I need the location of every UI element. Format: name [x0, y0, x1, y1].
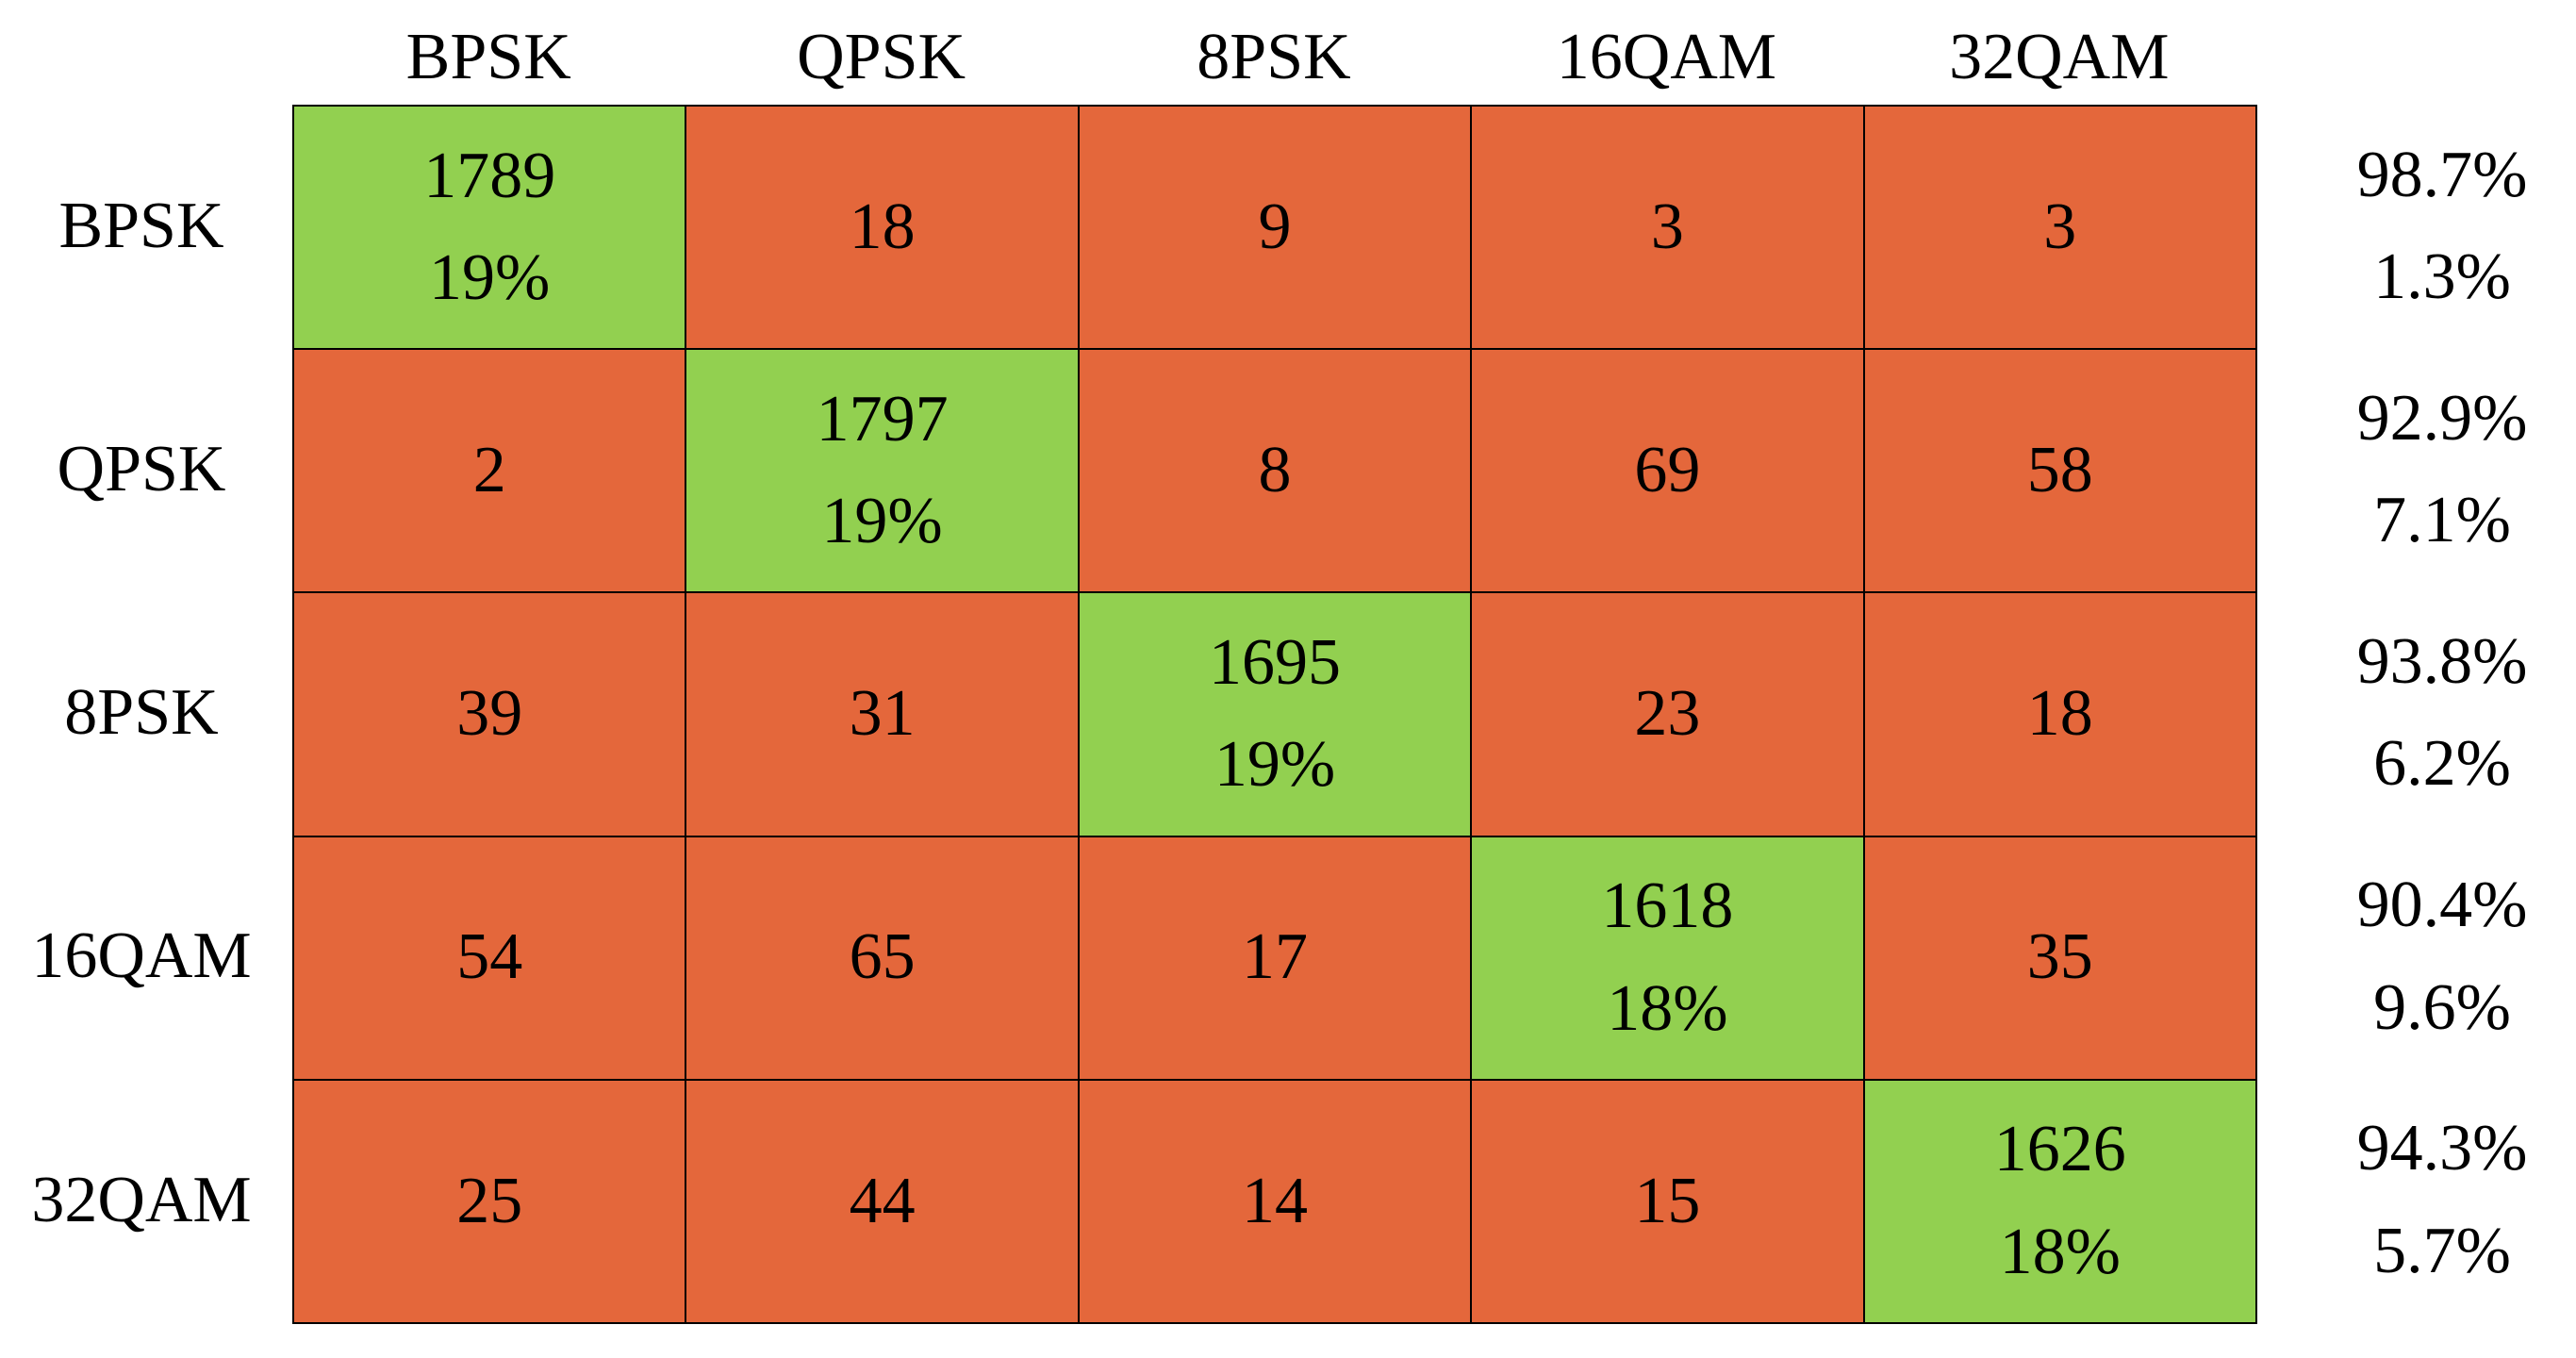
row-label: 8PSK — [64, 676, 219, 750]
cell: 18 — [685, 105, 1080, 351]
error-rate: 5.7% — [2373, 1214, 2511, 1287]
cell-count: 31 — [849, 677, 916, 751]
cell-count: 1626 — [1993, 1113, 2126, 1186]
column-header: 16QAM — [1470, 19, 1862, 96]
cell: 69 — [1470, 348, 1865, 594]
cell: 44 — [685, 1078, 1080, 1324]
cell-share: 19% — [429, 241, 551, 315]
diagonal-cell: 1695 19% — [1077, 591, 1473, 837]
row-header: BPSK — [0, 105, 283, 348]
cell: 39 — [292, 591, 687, 837]
row-header: 32QAM — [0, 1079, 283, 1322]
cell: 31 — [685, 591, 1080, 837]
diagonal-cell: 1618 18% — [1470, 835, 1865, 1081]
row-summary: 94.3% 5.7% — [2282, 1079, 2576, 1322]
cell-share: 19% — [1214, 728, 1336, 802]
cell-count: 18 — [849, 190, 916, 263]
cell-count: 1695 — [1208, 625, 1341, 699]
cell: 18 — [1862, 591, 2257, 837]
diagonal-cell: 1789 19% — [292, 105, 687, 351]
cell-count: 25 — [456, 1164, 523, 1237]
cell: 65 — [685, 835, 1080, 1081]
cell-count: 35 — [2026, 920, 2093, 994]
cell: 23 — [1470, 591, 1865, 837]
error-rate: 1.3% — [2373, 240, 2511, 314]
row-label: 16QAM — [31, 919, 252, 993]
row-summary: 92.9% 7.1% — [2282, 348, 2576, 591]
error-rate: 9.6% — [2373, 970, 2511, 1044]
column-header: QPSK — [685, 19, 1077, 96]
diagonal-cell: 1626 18% — [1862, 1078, 2257, 1324]
cell: 54 — [292, 835, 687, 1081]
cell: 15 — [1470, 1078, 1865, 1324]
cell-count: 44 — [849, 1164, 916, 1237]
cell: 35 — [1862, 835, 2257, 1081]
column-header: 8PSK — [1078, 19, 1470, 96]
column-label: BPSK — [405, 20, 571, 93]
row-summary: 93.8% 6.2% — [2282, 591, 2576, 835]
row-label: QPSK — [57, 433, 226, 506]
cell-share: 18% — [1999, 1215, 2121, 1288]
cell: 17 — [1077, 835, 1473, 1081]
cell: 3 — [1470, 105, 1865, 351]
cell-count: 1797 — [816, 382, 949, 455]
cell-count: 23 — [1634, 677, 1701, 751]
cell: 14 — [1077, 1078, 1473, 1324]
accuracy: 90.4% — [2356, 869, 2528, 942]
cell-count: 1618 — [1601, 869, 1734, 943]
cell-count: 15 — [1634, 1164, 1701, 1237]
cell: 9 — [1077, 105, 1473, 351]
cell-count: 1789 — [423, 139, 556, 212]
row-header: 8PSK — [0, 591, 283, 835]
cell-count: 3 — [1650, 190, 1684, 263]
error-rate: 6.2% — [2373, 727, 2511, 801]
cell-count: 58 — [2026, 434, 2093, 507]
column-label: 8PSK — [1197, 20, 1351, 93]
cell-count: 8 — [1258, 434, 1292, 507]
row-summary: 98.7% 1.3% — [2282, 105, 2576, 348]
cell-count: 54 — [456, 920, 523, 994]
cell-count: 17 — [1241, 920, 1308, 994]
cell-count: 2 — [472, 434, 506, 507]
cell: 3 — [1862, 105, 2257, 351]
cell-count: 18 — [2026, 677, 2093, 751]
column-header: BPSK — [292, 19, 685, 96]
column-label: QPSK — [797, 20, 966, 93]
cell-count: 39 — [456, 677, 523, 751]
column-label: 16QAM — [1556, 20, 1777, 93]
error-rate: 7.1% — [2373, 484, 2511, 557]
cell: 58 — [1862, 348, 2257, 594]
accuracy: 98.7% — [2356, 138, 2528, 211]
cell: 25 — [292, 1078, 687, 1324]
column-label: 32QAM — [1949, 20, 2170, 93]
column-header: 32QAM — [1863, 19, 2255, 96]
cell-share: 18% — [1607, 971, 1728, 1045]
cell-count: 9 — [1258, 190, 1292, 263]
accuracy: 93.8% — [2356, 624, 2528, 698]
cell: 8 — [1077, 348, 1473, 594]
cell-count: 14 — [1241, 1164, 1308, 1237]
row-summary: 90.4% 9.6% — [2282, 836, 2576, 1079]
cell-count: 3 — [2043, 190, 2077, 263]
accuracy: 92.9% — [2356, 381, 2528, 455]
row-label: 32QAM — [31, 1163, 252, 1236]
row-label: BPSK — [58, 189, 224, 262]
cell-count: 65 — [849, 920, 916, 994]
cell-share: 19% — [821, 485, 943, 558]
cell: 2 — [292, 348, 687, 594]
row-header: 16QAM — [0, 836, 283, 1079]
diagonal-cell: 1797 19% — [685, 348, 1080, 594]
row-header: QPSK — [0, 348, 283, 591]
accuracy: 94.3% — [2356, 1112, 2528, 1185]
cell-count: 69 — [1634, 434, 1701, 507]
